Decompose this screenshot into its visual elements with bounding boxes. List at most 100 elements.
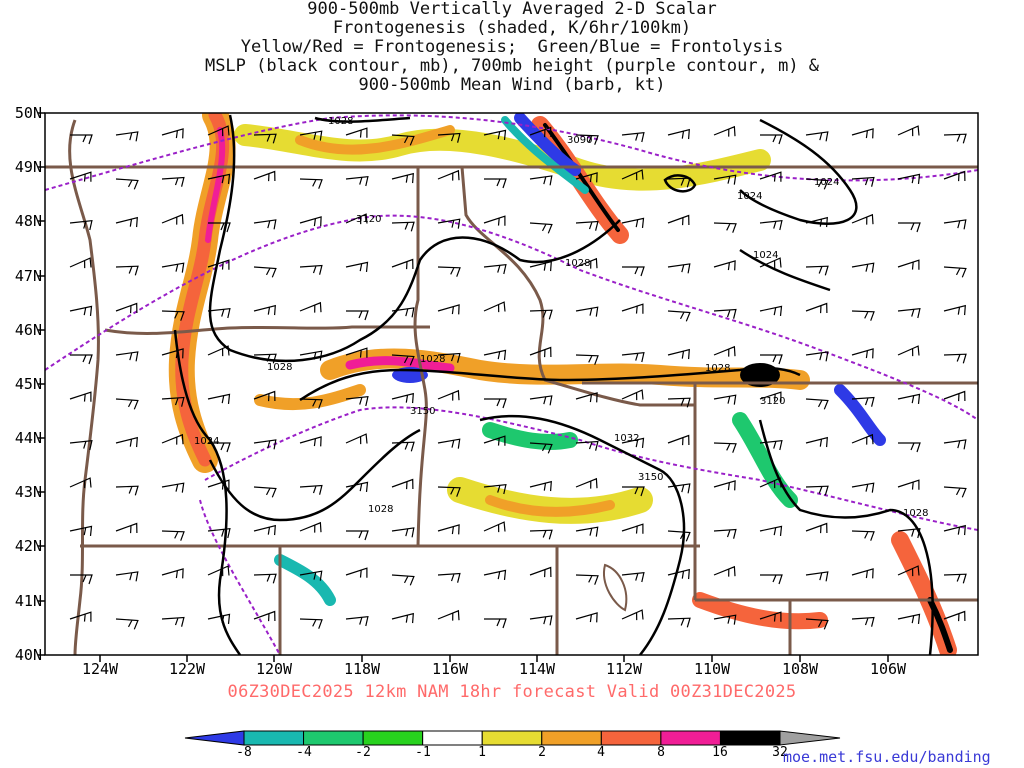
lat-label-43n: 43N [14, 483, 42, 501]
wind-barb [207, 479, 230, 490]
wind-barb [851, 176, 875, 187]
wind-barb [759, 391, 782, 402]
wind-barb [207, 173, 231, 184]
wind-barb [69, 611, 92, 622]
lat-label-47n: 47N [14, 267, 42, 285]
colorbar-label-5: 1 [478, 745, 486, 760]
shade-frontolysis-nevada [274, 554, 336, 606]
wind-barb [943, 170, 966, 182]
wind-barb [69, 220, 93, 231]
wind-barb [943, 353, 967, 364]
wind-barb [207, 393, 231, 404]
mslp-label-10: 1032 [614, 433, 639, 444]
wind-barb [483, 129, 507, 140]
wind-barb [253, 170, 276, 182]
wind-barb [805, 436, 828, 448]
lat-label-46n: 46N [14, 321, 42, 339]
wind-barb [115, 571, 139, 582]
wind-barb [667, 348, 690, 360]
wind-barb [345, 567, 368, 578]
mslp-label-8: 1024 [737, 191, 762, 202]
title-line-3: Yellow/Red = Frontogenesis; Green/Blue =… [240, 37, 784, 57]
lat-label-48n: 48N [14, 212, 42, 230]
wind-barb [851, 530, 875, 541]
wind-barb [299, 484, 323, 495]
lon-label-110w: 110W [693, 660, 731, 678]
wind-barb [391, 392, 414, 404]
wind-barb [943, 133, 967, 144]
site-credit[interactable]: moe.met.fsu.edu/banding [783, 748, 991, 766]
wind-barb [345, 261, 369, 272]
wind-barb [345, 396, 369, 407]
contour-labels: 1028 1028 1028 1028 1028 1028 1024 1024 … [194, 116, 928, 519]
wind-barb [851, 310, 875, 321]
wind-barb [529, 346, 552, 358]
wind-barb [115, 265, 139, 276]
wind-barb [345, 347, 368, 358]
wind-barb [299, 264, 323, 275]
wind-barb [253, 486, 277, 498]
wind-barb [575, 220, 599, 231]
axis-ticks [38, 112, 889, 662]
wind-barb [69, 477, 92, 489]
wind-barb [161, 262, 185, 273]
wind-barb [851, 482, 875, 493]
shade-band-central-core [345, 356, 455, 373]
wind-barb [299, 178, 323, 189]
wind-barb [575, 477, 598, 489]
wind-barb [345, 433, 368, 445]
lon-label-116w: 116W [431, 660, 469, 678]
wind-barb [759, 305, 783, 316]
wind-barb [805, 571, 829, 582]
wind-barb [483, 569, 507, 580]
wind-barb [345, 616, 369, 627]
wind-barb [253, 390, 276, 402]
wind-barb [529, 222, 553, 234]
wind-barb [437, 266, 461, 277]
wind-barb [897, 613, 921, 624]
wa-or-border [104, 325, 430, 335]
wind-barb [345, 213, 368, 225]
colorbar-label-9: 16 [712, 745, 728, 760]
wind-barb [253, 439, 277, 450]
wind-barb [713, 565, 736, 577]
wind-barb [713, 260, 736, 271]
wind-barb [161, 482, 185, 493]
id-west-border [413, 167, 428, 547]
wind-barb [529, 615, 553, 626]
wind-barb [115, 398, 139, 410]
wind-barb [529, 175, 553, 186]
wind-barb [299, 436, 322, 447]
wind-barb [575, 172, 598, 183]
mslp-contour-1028-se [758, 419, 934, 655]
wind-barb [437, 218, 461, 229]
wind-barb [943, 304, 966, 316]
shade-band-montana [531, 116, 629, 244]
lon-label-124w: 124W [81, 660, 119, 678]
wind-barb [207, 125, 230, 137]
lon-label-112w: 112W [605, 660, 643, 678]
wind-barb [161, 213, 184, 225]
wind-barb [115, 131, 139, 142]
wind-barb [208, 442, 231, 453]
wind-barb [161, 530, 185, 541]
lat-label-40n: 40N [14, 646, 42, 664]
wind-barb [69, 171, 92, 182]
mslp-contour-1028-west [208, 428, 421, 522]
wind-barb [713, 442, 737, 453]
wind-barb [391, 612, 414, 624]
lat-label-49n: 49N [14, 158, 42, 176]
mslp-label-7: 1024 [194, 436, 219, 447]
wind-barb [943, 486, 967, 498]
wind-barb [851, 568, 874, 579]
wind-barb [437, 352, 461, 363]
wind-barb [115, 436, 138, 448]
wind-barb [207, 345, 230, 357]
wind-barb [667, 128, 690, 140]
wind-barb [667, 530, 691, 542]
wind-barb [207, 308, 231, 319]
mslp-label-12: 1028 [903, 508, 928, 519]
wind-barb [69, 257, 92, 269]
wind-barb [115, 216, 138, 228]
wind-barb [667, 263, 691, 274]
